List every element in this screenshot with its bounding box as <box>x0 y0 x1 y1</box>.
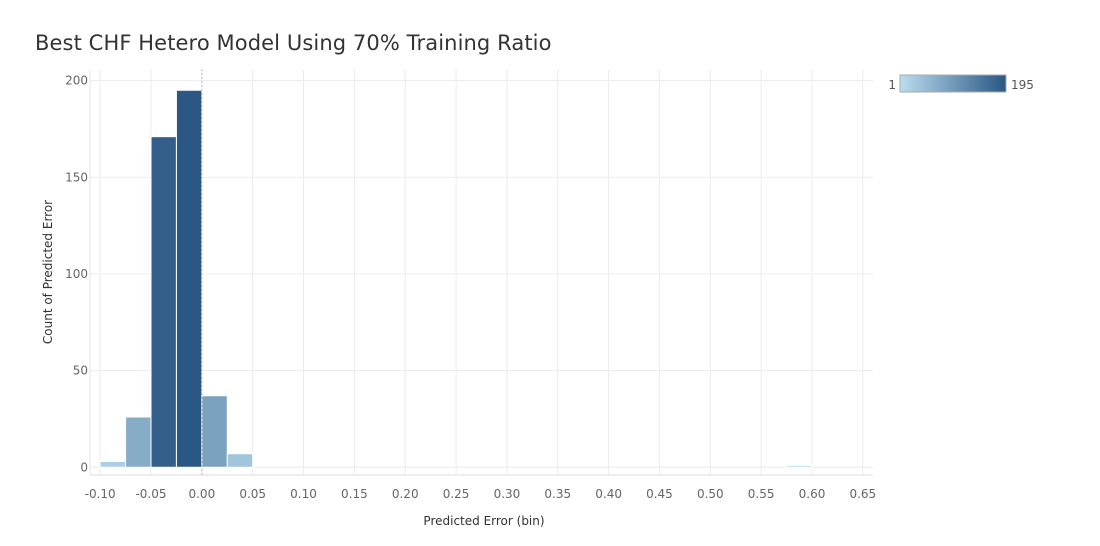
histogram-bar <box>786 464 813 468</box>
x-axis-title: Predicted Error (bin) <box>423 514 544 528</box>
histogram-bar <box>99 460 127 468</box>
x-tick-label: 0.15 <box>341 487 368 501</box>
y-axis-title: Count of Predicted Error <box>41 200 55 344</box>
x-tick-label: 0.10 <box>290 487 317 501</box>
legend-min-label: 1 <box>888 78 896 92</box>
x-tick-label: 0.40 <box>595 487 622 501</box>
x-tick-label: 0.20 <box>392 487 419 501</box>
chart-title: Best CHF Hetero Model Using 70% Training… <box>35 31 552 55</box>
histogram-bar <box>175 89 203 468</box>
x-tick-label: 0.45 <box>646 487 673 501</box>
x-tick-label: 0.50 <box>697 487 724 501</box>
y-tick-label: 100 <box>65 267 88 281</box>
y-axis-ticks: 0 50 100 150 200 <box>65 74 88 475</box>
x-tick-label: 0.55 <box>748 487 775 501</box>
color-legend: 1 195 <box>888 74 1034 93</box>
histogram-bar <box>150 136 177 468</box>
legend-max-label: 195 <box>1011 78 1034 92</box>
histogram-bar <box>226 453 254 468</box>
x-tick-label: 0.65 <box>849 487 876 501</box>
y-tick-label: 150 <box>65 170 88 184</box>
y-tick-label: 200 <box>65 74 88 88</box>
x-tick-label: 0.25 <box>443 487 470 501</box>
x-tick-label: 0.05 <box>239 487 266 501</box>
x-axis-ticks: -0.10 -0.05 0.00 0.05 0.10 0.15 0.20 0.25 0.30 0.… <box>85 487 877 501</box>
x-tick-label: -0.10 <box>85 487 116 501</box>
x-tick-label: 0.35 <box>544 487 571 501</box>
x-tick-label: -0.05 <box>135 487 166 501</box>
bars <box>99 89 813 468</box>
y-tick-label: 0 <box>80 460 88 474</box>
x-tick-label: 0.30 <box>494 487 521 501</box>
x-tick-label: 0.00 <box>188 487 215 501</box>
x-tick-label: 0.60 <box>799 487 826 501</box>
legend-gradient-bar <box>899 74 1007 93</box>
y-tick-label: 50 <box>73 364 88 378</box>
histogram-bar <box>125 416 152 468</box>
histogram-bar <box>201 395 228 468</box>
